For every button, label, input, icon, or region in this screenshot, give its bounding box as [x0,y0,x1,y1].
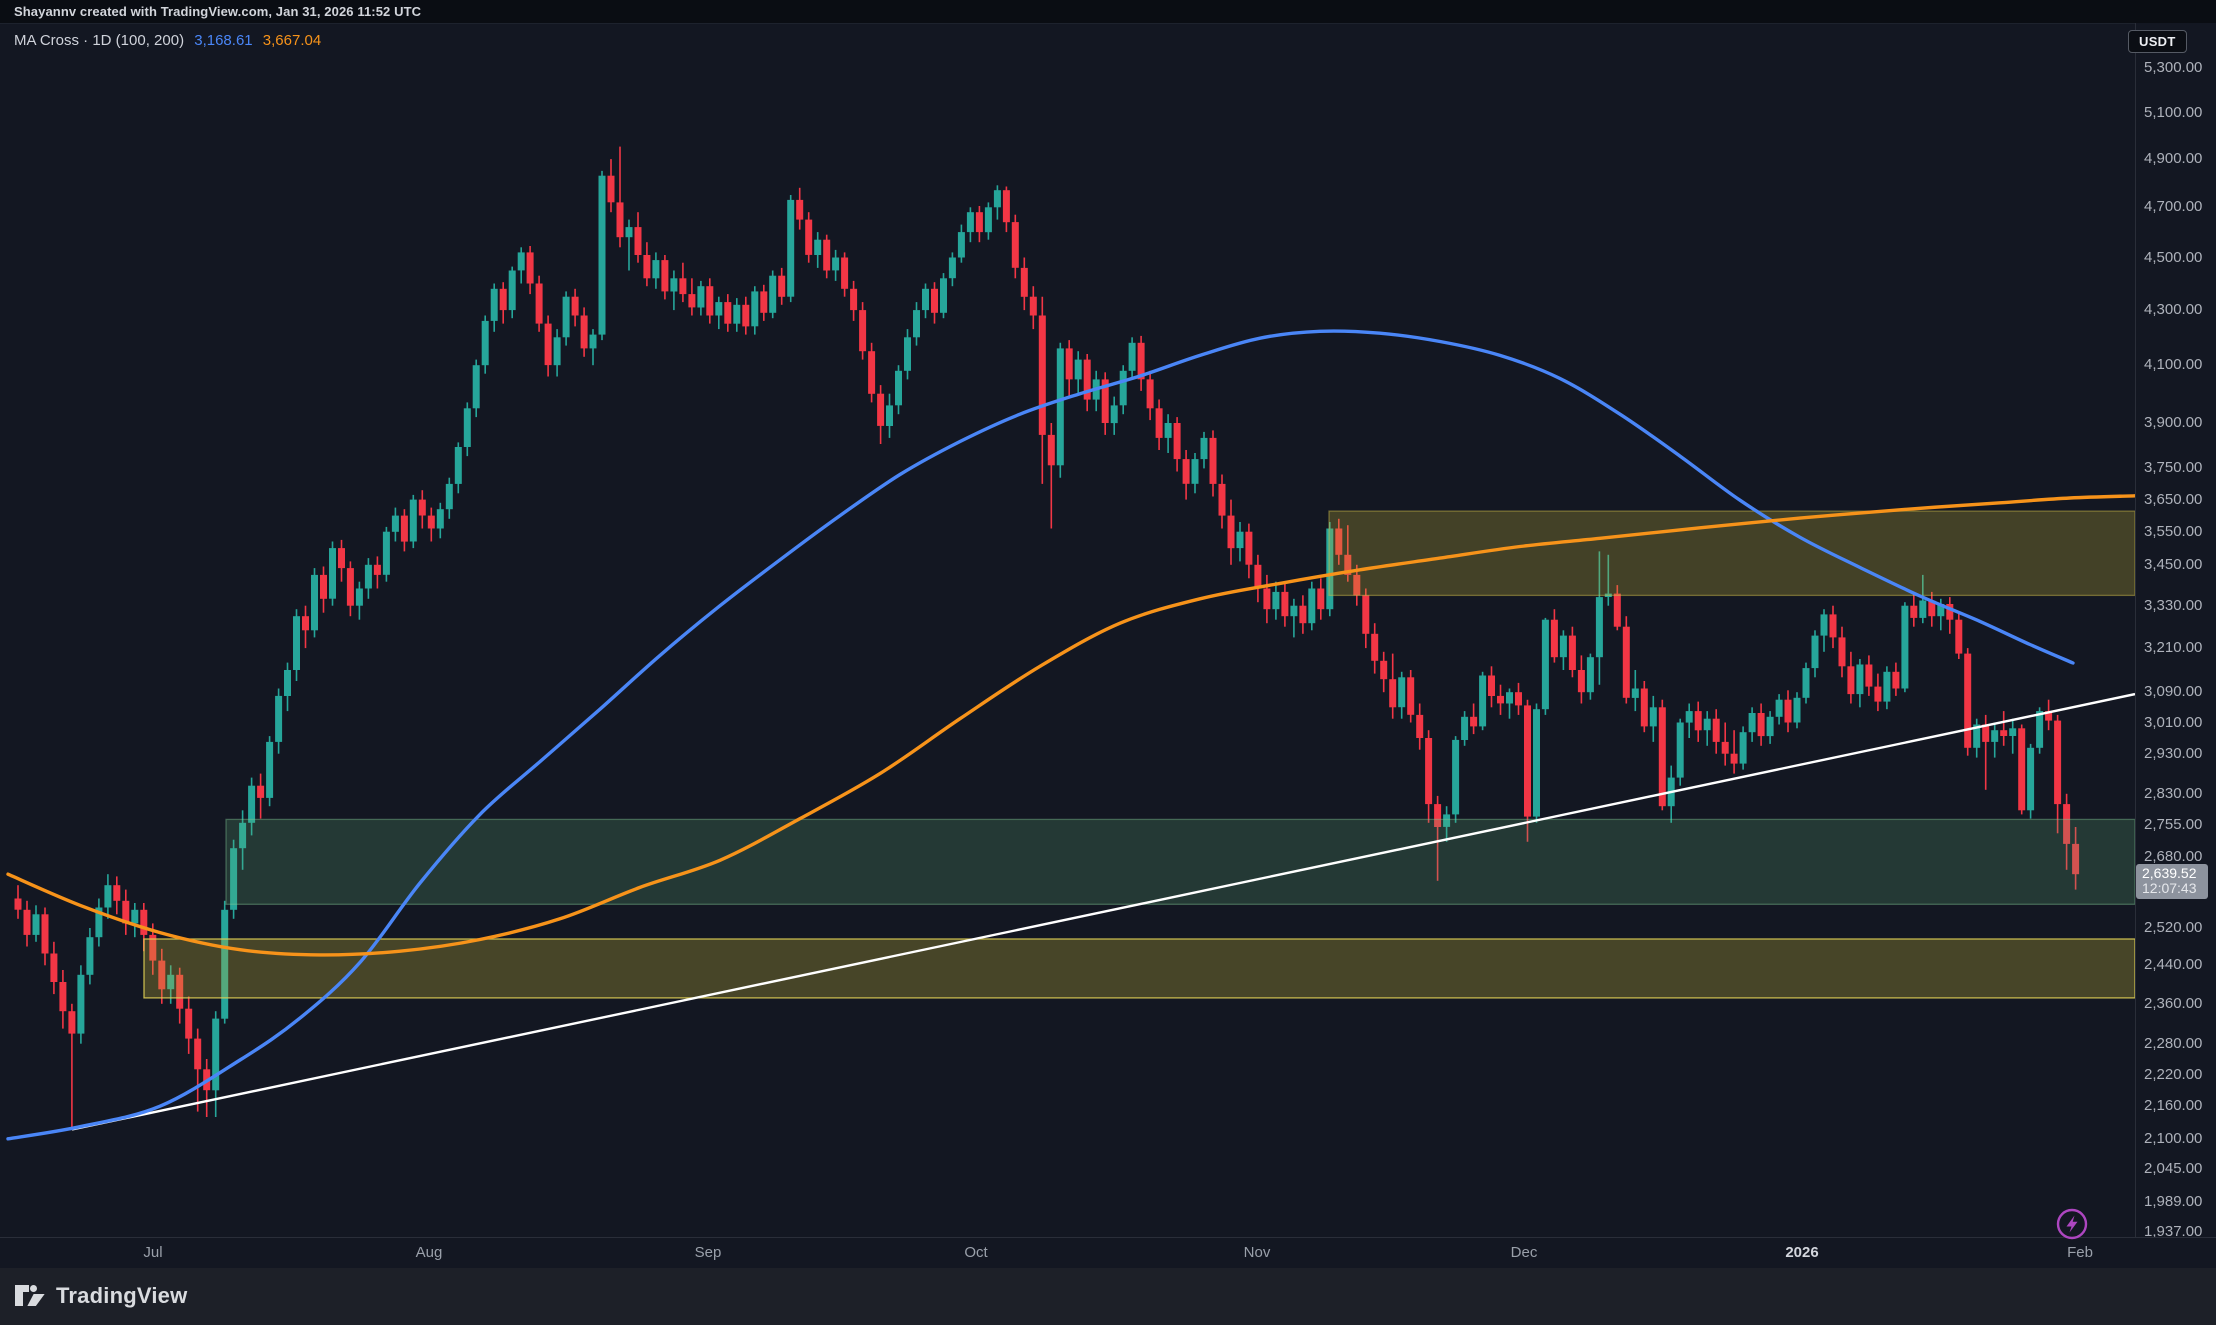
currency-toggle-button[interactable]: USDT [2128,30,2187,53]
footer-bar: TradingView [0,1268,2216,1325]
price-axis-label: 3,010.00 [2144,713,2203,731]
ma100-line[interactable] [6,329,2075,1141]
price-axis-label: 2,160.00 [2144,1097,2203,1115]
price-axis-label: 5,300.00 [2144,59,2203,77]
price-axis-label: 2,830.00 [2144,784,2203,802]
price-axis-label: 2,755.00 [2144,815,2203,833]
price-axis-label: 2,520.00 [2144,918,2203,936]
attribution-bar: Shayannv created with TradingView.com, J… [0,0,2216,24]
time-axis-label: Sep [694,1244,722,1261]
lightning-bolt-icon [2066,1215,2078,1233]
price-axis-label: 2,680.00 [2144,847,2203,865]
time-axis-label: Dec [1510,1244,1538,1261]
price-axis[interactable]: 5,300.00 5,100.00 4,900.00 4,700.00 4,500.00… [2135,23,2216,1241]
price-axis-label: 3,900.00 [2144,414,2203,431]
time-axis-label: Oct [964,1244,988,1261]
time-axis[interactable]: Jul Aug Sep Oct Nov Dec 2026 Feb [0,1237,2216,1269]
last-price-countdown-label: 2,639.52 12:07:43 [2136,864,2208,900]
price-axis-label: 2,045.00 [2144,1160,2203,1178]
price-axis-label: 4,300.00 [2144,301,2203,319]
time-axis-label: Nov [1243,1244,1271,1261]
price-axis-label: 3,330.00 [2144,596,2203,614]
green-demand-zone[interactable] [225,818,2135,905]
price-axis-label: 3,090.00 [2144,683,2203,701]
price-axis-label: 2,930.00 [2144,744,2203,762]
tradingview-logo[interactable]: TradingView [14,1281,187,1311]
price-axis-label: 3,650.00 [2144,490,2203,508]
time-axis-label: Feb [2067,1244,2093,1261]
price-axis-label: 4,700.00 [2144,198,2203,216]
ascending-trendline[interactable] [71,692,2135,1131]
bar-countdown: 12:07:43 [2142,880,2197,897]
ma200-line[interactable] [6,494,2135,957]
price-axis-label: 4,100.00 [2144,356,2203,374]
price-axis-label: 2,220.00 [2144,1065,2203,1083]
tradingview-mark-icon [15,1285,45,1306]
ma100-value: 3,168.61 [194,32,253,49]
price-axis-label: 3,550.00 [2144,522,2203,540]
tradingview-wordmark: TradingView [56,1283,188,1308]
indicator-legend[interactable]: MA Cross · 1D (100, 200) 3,168.61 3,667.… [14,32,327,49]
boost-circle-icon [2056,1208,2088,1240]
price-axis-label: 2,440.00 [2144,956,2203,974]
price-axis-label: 1,937.00 [2144,1223,2203,1241]
price-axis-label: 3,210.00 [2144,639,2203,657]
price-axis-label: 3,750.00 [2144,459,2203,477]
indicator-title: MA Cross · 1D (100, 200) [14,32,185,49]
chart-canvas[interactable] [0,0,2135,1240]
attribution-text: Shayannv created with TradingView.com, J… [14,4,422,19]
time-axis-label: 2026 [1785,1244,1819,1261]
price-axis-label: 1,989.00 [2144,1192,2203,1210]
yellow-support-zone[interactable] [143,938,2135,999]
price-axis-label: 4,500.00 [2144,248,2203,266]
price-axis-label: 2,360.00 [2144,994,2203,1012]
time-axis-label: Aug [415,1244,443,1261]
ma200-value: 3,667.04 [262,32,322,49]
price-axis-label: 2,100.00 [2144,1129,2203,1147]
price-axis-label: 2,280.00 [2144,1034,2203,1052]
price-axis-label: 3,450.00 [2144,555,2203,573]
boost-flash-button[interactable] [2050,1202,2094,1246]
time-axis-label: Jul [143,1244,163,1261]
price-axis-label: 5,100.00 [2144,103,2203,121]
price-axis-label: 4,900.00 [2144,150,2203,168]
last-price-value: 2,639.52 [2142,865,2197,882]
